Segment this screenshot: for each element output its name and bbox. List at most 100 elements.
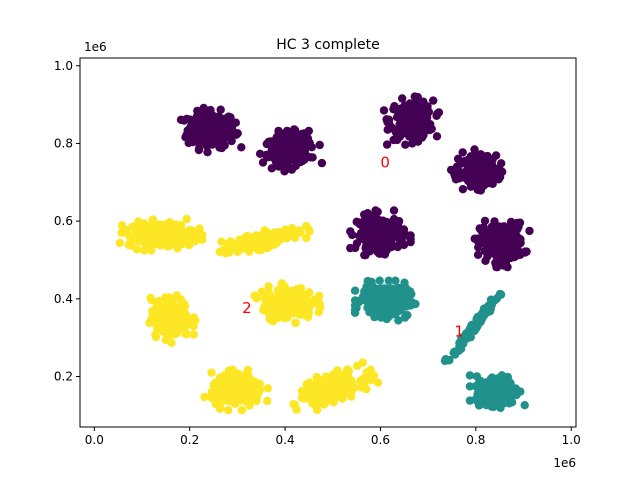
scatter-point-cluster-1 [494, 374, 503, 383]
scatter-point-cluster-0 [393, 218, 402, 228]
scatter-point-cluster-1 [350, 286, 360, 295]
scatter-point-cluster-0 [481, 152, 491, 161]
scatter-point-cluster-2 [160, 308, 170, 317]
scatter-point-cluster-1 [482, 401, 491, 410]
scatter-point-cluster-2 [314, 299, 323, 309]
scatter-point-cluster-2 [200, 392, 209, 402]
scatter-point-cluster-2 [243, 365, 253, 375]
x-offset-label: 1e6 [553, 456, 576, 470]
scatter-point-cluster-0 [525, 226, 534, 236]
scatter-point-cluster-2 [308, 399, 317, 408]
scatter-point-cluster-2 [321, 372, 331, 381]
scatter-point-cluster-2 [117, 228, 126, 237]
scatter-point-cluster-1 [376, 304, 386, 313]
x-tick-label: 0.6 [371, 433, 390, 447]
scatter-point-cluster-0 [389, 206, 399, 215]
scatter-point-cluster-0 [224, 112, 233, 122]
scatter-point-cluster-1 [476, 376, 485, 386]
scatter-point-cluster-0 [481, 256, 490, 265]
scatter-point-cluster-0 [504, 242, 514, 252]
scatter-point-cluster-0 [426, 120, 435, 129]
scatter-point-cluster-0 [363, 209, 372, 218]
scatter-point-cluster-2 [265, 311, 274, 320]
scatter-point-cluster-0 [288, 150, 297, 160]
scatter-point-cluster-2 [277, 234, 286, 243]
scatter-point-cluster-0 [363, 247, 372, 256]
scatter-point-cluster-2 [169, 304, 178, 313]
scatter-point-cluster-1 [470, 326, 479, 336]
scatter-point-cluster-2 [117, 221, 127, 230]
scatter-point-cluster-2 [264, 282, 273, 291]
scatter-point-cluster-2 [234, 395, 244, 404]
scatter-point-cluster-2 [183, 313, 192, 323]
scatter-point-cluster-1 [375, 276, 384, 285]
scatter-point-cluster-0 [306, 153, 315, 162]
scatter-point-cluster-0 [373, 241, 382, 250]
y-tick-label: 1.0 [54, 59, 73, 73]
scatter-point-cluster-0 [498, 167, 507, 176]
x-tick-label: 0.2 [180, 433, 199, 447]
scatter-point-cluster-1 [397, 299, 406, 308]
scatter-point-cluster-2 [215, 247, 224, 257]
scatter-point-cluster-0 [261, 150, 271, 160]
scatter-point-cluster-2 [173, 326, 182, 336]
scatter-point-cluster-0 [395, 107, 404, 117]
scatter-point-cluster-2 [299, 294, 308, 304]
x-tick-label: 1.0 [562, 433, 581, 447]
scatter-point-cluster-0 [432, 111, 441, 121]
scatter-point-cluster-0 [396, 237, 405, 247]
scatter-point-cluster-0 [298, 138, 308, 148]
plot-frame [79, 57, 577, 428]
scatter-point-cluster-0 [216, 105, 225, 114]
scatter-point-cluster-1 [477, 383, 486, 392]
scatter-point-cluster-1 [449, 348, 458, 357]
scatter-point-cluster-2 [211, 399, 220, 409]
scatter-point-cluster-2 [260, 226, 269, 235]
scatter-point-cluster-2 [259, 305, 268, 315]
scatter-point-cluster-0 [403, 231, 413, 240]
scatter-point-cluster-2 [225, 246, 234, 255]
scatter-point-cluster-2 [151, 330, 160, 339]
scatter-point-cluster-2 [352, 361, 362, 371]
scatter-point-cluster-1 [360, 287, 369, 296]
scatter-point-cluster-2 [182, 214, 191, 224]
x-tick-label: 0.8 [466, 433, 485, 447]
scatter-point-cluster-0 [392, 225, 401, 235]
scatter-point-cluster-2 [355, 376, 365, 386]
scatter-point-cluster-1 [474, 396, 483, 406]
scatter-point-cluster-2 [341, 369, 350, 378]
scatter-point-cluster-0 [470, 234, 479, 243]
scatter-point-cluster-1 [400, 313, 410, 322]
scatter-point-cluster-0 [216, 132, 225, 141]
scatter-point-cluster-2 [347, 392, 356, 401]
scatter-point-cluster-0 [365, 229, 374, 239]
scatter-point-cluster-2 [251, 379, 260, 389]
scatter-point-cluster-2 [233, 378, 242, 387]
scatter-point-cluster-0 [258, 158, 268, 167]
scatter-point-cluster-0 [470, 145, 479, 154]
scatter-point-cluster-2 [160, 316, 170, 326]
scatter-point-cluster-2 [167, 338, 176, 347]
scatter-point-cluster-2 [231, 387, 240, 396]
scatter-point-cluster-0 [432, 132, 442, 141]
scatter-point-cluster-0 [497, 223, 506, 233]
scatter-point-cluster-0 [275, 142, 284, 151]
scatter-point-cluster-2 [253, 389, 263, 398]
scatter-point-cluster-2 [161, 293, 170, 302]
scatter-point-cluster-0 [479, 181, 488, 191]
scatter-point-cluster-2 [173, 316, 182, 325]
scatter-point-cluster-0 [272, 133, 281, 142]
scatter-point-cluster-2 [247, 239, 257, 248]
scatter-point-cluster-2 [207, 393, 216, 402]
scatter-point-cluster-0 [457, 159, 466, 168]
scatter-point-cluster-0 [479, 223, 488, 232]
scatter-point-cluster-2 [287, 307, 296, 316]
scatter-point-cluster-0 [389, 104, 398, 114]
y-axis: 0.2 0.4 0.6 0.8 1.0 [54, 59, 80, 384]
scatter-point-cluster-2 [191, 316, 200, 325]
scatter-point-cluster-2 [223, 393, 232, 402]
scatter-point-cluster-0 [348, 230, 357, 240]
scatter-point-cluster-0 [182, 131, 192, 141]
scatter-point-cluster-0 [315, 140, 324, 150]
scatter-point-cluster-2 [224, 406, 233, 415]
